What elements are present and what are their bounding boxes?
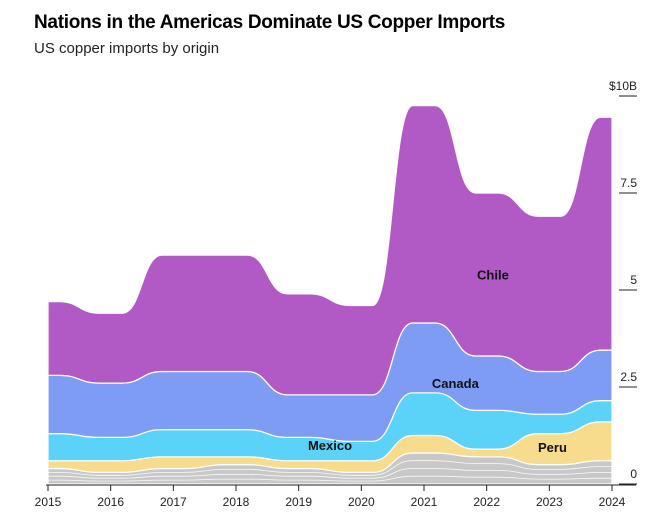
x-tick-label: 2023 [536,495,563,509]
x-tick-label: 2024 [599,495,626,509]
y-tick-label: 0 [630,467,637,481]
y-tick-label: 7.5 [620,176,637,190]
chart-title: Nations in the Americas Dominate US Copp… [34,12,505,33]
stream-areas [47,105,613,485]
x-tick-label: 2017 [160,495,187,509]
y-axis: 0 2.5 5 7.5 $10B [609,79,637,485]
other-streak [48,460,612,476]
y-tick-label: 2.5 [620,370,637,384]
chart-subtitle: US copper imports by origin [34,40,220,57]
other-streak [48,468,612,479]
x-tick-label: 2022 [473,495,500,509]
series-label-peru: Peru [538,440,567,455]
other-streak [48,475,612,482]
x-tick-label: 2019 [285,495,312,509]
area-chile [47,105,613,396]
x-axis: 2015 2016 2017 2018 2019 2020 2021 2022 2023 2024 [35,484,636,509]
series-labels: Peru Mexico Canada Chile [308,267,567,455]
series-label-mexico: Mexico [308,438,352,453]
x-tick-label: 2020 [348,495,375,509]
x-tick-label: 2021 [411,495,438,509]
series-label-canada: Canada [432,376,480,391]
x-tick-label: 2016 [97,495,124,509]
y-tick-label: $10B [609,79,637,93]
y-tick-label: 5 [630,273,637,287]
series-label-chile: Chile [477,267,509,282]
x-tick-label: 2015 [35,495,62,509]
x-tick-label: 2018 [223,495,250,509]
